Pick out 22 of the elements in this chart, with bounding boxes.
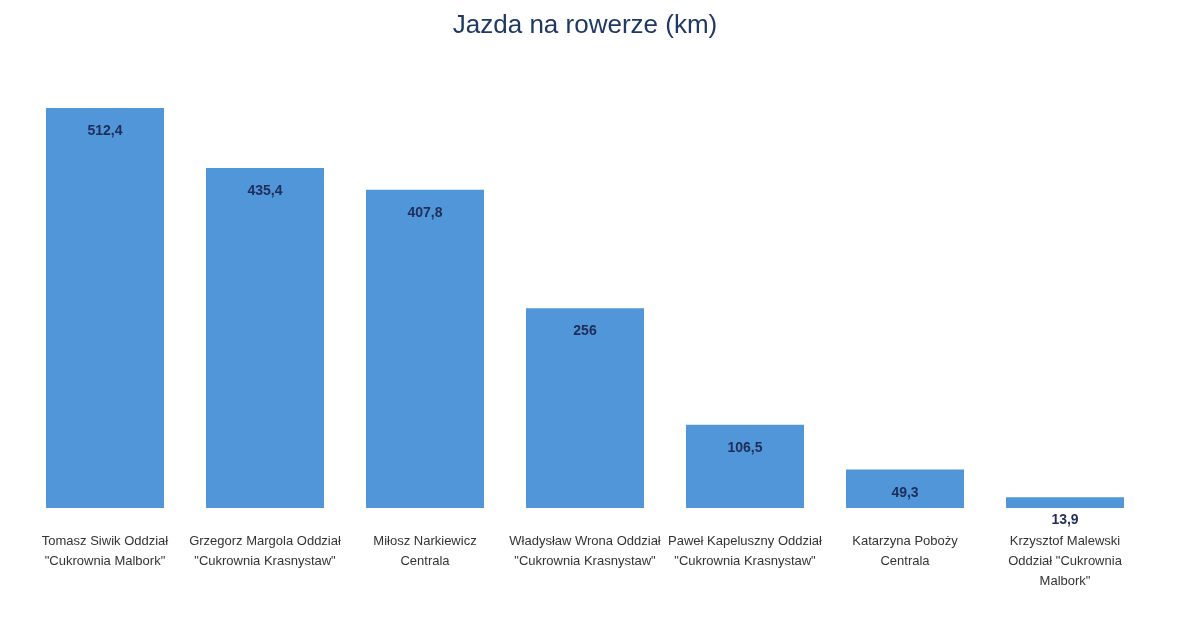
x-tick-label: Paweł Kapeluszny Oddział "Cukrownia Krasnystaw"	[668, 532, 823, 568]
chart-title: Jazda na rowerze (km)	[452, 9, 718, 39]
data-label: 49,3	[891, 483, 919, 500]
bar	[1006, 497, 1124, 508]
x-tick-label: Grzegorz Margola Oddział "Cukrownia Krasnystaw"	[189, 532, 341, 568]
x-tick-label: Władysław Wrona Oddział "Cukrownia Krasnystaw"	[509, 532, 661, 568]
data-label: 407,8	[407, 203, 443, 220]
x-tick-label: Katarzyna Poboży Centrala	[852, 532, 959, 568]
x-tick-label: Krzysztof Malewski Oddział "Cukrownia Malbork"	[1008, 532, 1123, 588]
data-label: 13,9	[1051, 511, 1079, 528]
x-tick-label: Tomasz Siwik Oddział "Cukrownia Malbork"	[41, 532, 169, 568]
bar	[206, 168, 324, 508]
data-label: 106,5	[727, 438, 763, 455]
bar	[846, 469, 964, 508]
data-label: 512,4	[87, 122, 123, 138]
bar	[686, 424, 804, 508]
bar	[366, 189, 484, 508]
bar	[46, 108, 164, 508]
data-label: 256	[573, 322, 597, 339]
x-tick-label: Miłosz Narkiewicz Centrala	[373, 532, 477, 568]
bar	[526, 308, 644, 508]
data-label: 435,4	[247, 182, 283, 199]
